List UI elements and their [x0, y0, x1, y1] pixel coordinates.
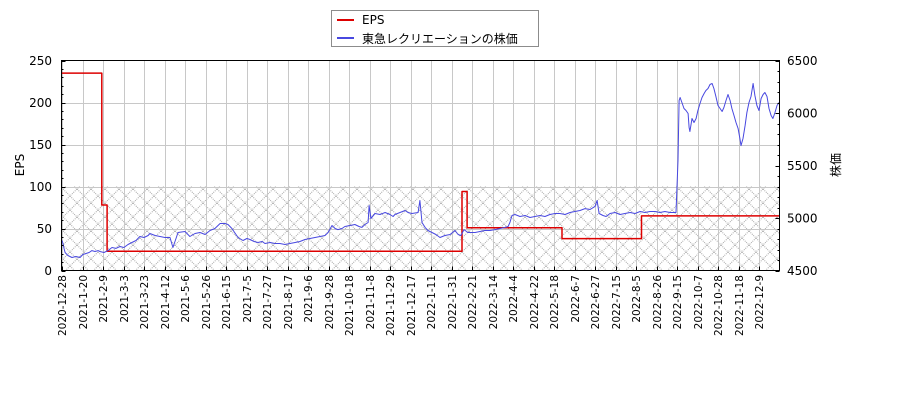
x-tick-label: 2021-5-26: [201, 275, 213, 330]
legend-swatch-eps: [337, 19, 354, 21]
x-tick-label: 2022-10-7: [693, 275, 705, 329]
x-tick-label: 2021-5-6: [180, 275, 192, 323]
hatch-band: [61, 186, 780, 271]
x-tick-label: 2021-3-23: [139, 275, 151, 329]
x-tick-label: 2021-9-6: [303, 275, 315, 323]
stock-price-line: [61, 83, 780, 258]
x-tick-label: 2021-11-29: [385, 275, 397, 336]
x-tick-label: 2022-4-22: [529, 275, 541, 329]
left-tick-label: 200: [29, 96, 52, 110]
x-tick-label: 2022-1-31: [447, 275, 459, 329]
x-tick-label: 2022-1-11: [426, 275, 438, 329]
x-tick-label: 2021-11-8: [365, 275, 377, 329]
x-tick-label: 2022-4-4: [508, 275, 520, 323]
x-tick-label: 2022-6-27: [590, 275, 602, 329]
x-tick-label: 2022-2-21: [467, 275, 479, 329]
x-tick-label: 2021-2-9: [98, 275, 110, 323]
x-tick-label: 2021-12-17: [406, 275, 418, 336]
eps-line: [62, 72, 780, 252]
x-tick-label: 2021-8-17: [283, 275, 295, 329]
axis-ticks: [61, 61, 780, 272]
right-tick-label: 6000: [787, 107, 818, 121]
x-tick-label: 2022-3-14: [488, 275, 500, 330]
x-tick-label: 2022-8-26: [652, 275, 664, 330]
gridlines: [61, 60, 780, 271]
right-axis-title: 株価: [828, 153, 843, 177]
plot-frame: [61, 60, 780, 271]
x-tick-label: 2022-9-15: [672, 275, 684, 329]
x-tick-label: 2021-3-3: [119, 275, 131, 323]
x-tick-label: 2022-11-18: [734, 275, 746, 336]
x-tick-label: 2022-7-15: [611, 275, 623, 329]
legend-label-stock-price: 東急レクリエーションの株価: [362, 31, 518, 46]
right-tick-label: 4500: [787, 264, 818, 278]
x-tick-label: 2022-6-7: [570, 275, 582, 323]
left-axis-title: EPS: [13, 154, 27, 176]
x-tick-label: 2021-10-18: [344, 275, 356, 336]
right-tick-label: 5500: [787, 159, 818, 173]
left-tick-label: 100: [29, 180, 52, 194]
left-tick-label: 0: [44, 264, 52, 278]
right-tick-label: 6500: [787, 54, 818, 68]
legend: EPS 東急レクリエーションの株価: [331, 10, 539, 47]
x-tick-label: 2021-7-27: [262, 275, 274, 329]
x-tick-label: 2022-12-9: [754, 275, 766, 329]
right-tick-label: 5000: [787, 212, 818, 226]
x-tick-label: 2021-7-5: [242, 275, 254, 323]
legend-item-stock-price: 東急レクリエーションの株価: [337, 30, 518, 46]
x-tick-label: 2022-8-5: [631, 275, 643, 323]
left-tick-label: 50: [37, 222, 52, 236]
legend-swatch-stock-price: [337, 37, 354, 39]
series-layer: [61, 72, 780, 258]
legend-label-eps: EPS: [362, 13, 385, 27]
left-tick-label: 250: [29, 54, 52, 68]
x-tick-label: 2021-9-28: [324, 275, 336, 329]
left-tick-label: 150: [29, 138, 52, 152]
hatch-band-rect: [61, 186, 780, 271]
x-tick-label: 2020-12-28: [57, 275, 69, 336]
x-tick-label: 2022-5-18: [549, 275, 561, 329]
x-tick-label: 2021-6-15: [221, 275, 233, 329]
x-tick-label: 2021-4-12: [160, 275, 172, 329]
x-tick-label: 2022-10-28: [713, 275, 725, 336]
x-tick-label: 2021-1-20: [78, 275, 90, 329]
legend-item-eps: EPS: [337, 12, 384, 28]
axis-tick-labels: 0 50 100 150 200 250 4500 5000 5500 6000 6500 2020-…: [29, 54, 817, 336]
